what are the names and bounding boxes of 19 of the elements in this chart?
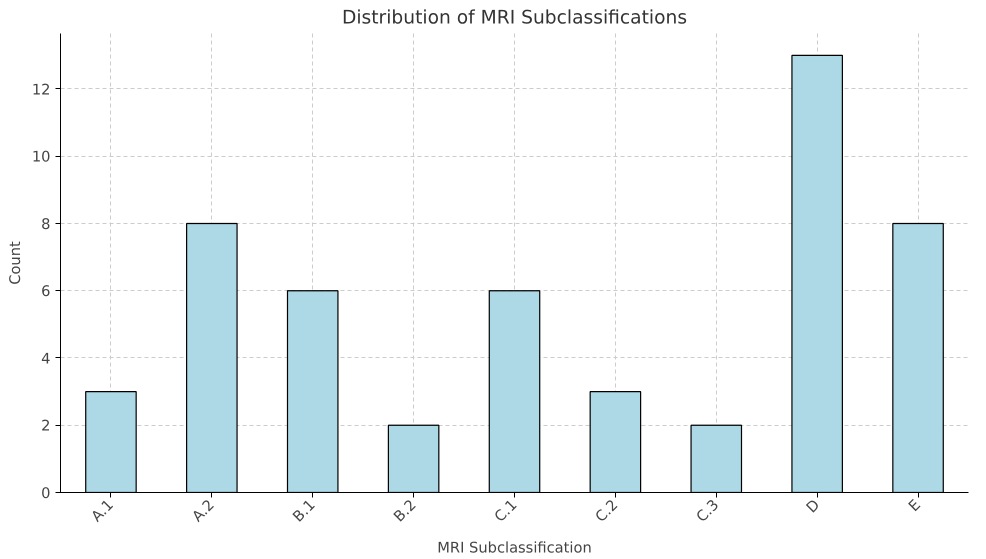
x-tick-label: D: [803, 496, 824, 516]
y-tick-label: 0: [41, 485, 51, 502]
x-tick-label: B.2: [390, 496, 420, 526]
chart-title: Distribution of MRI Subclassifications: [342, 8, 688, 28]
y-tick-label: 4: [41, 350, 51, 368]
y-axis-title: Count: [6, 240, 24, 285]
x-axis-title: MRI Subclassification: [437, 540, 592, 557]
y-tick-label: 12: [32, 81, 51, 98]
x-tick-label: A.2: [189, 496, 218, 526]
x-tick-label: E: [905, 496, 924, 516]
y-tick-label: 6: [41, 283, 51, 300]
x-tick-label: C.3: [693, 496, 722, 526]
x-tick-label: C.2: [592, 496, 622, 526]
y-tick-label: 2: [41, 418, 51, 435]
x-tick-label: B.1: [290, 496, 319, 526]
y-tick-label: 10: [32, 148, 51, 166]
x-tick-label: C.1: [491, 496, 521, 526]
x-tick-label: A.1: [88, 496, 117, 526]
y-tick-label: 8: [41, 216, 51, 233]
